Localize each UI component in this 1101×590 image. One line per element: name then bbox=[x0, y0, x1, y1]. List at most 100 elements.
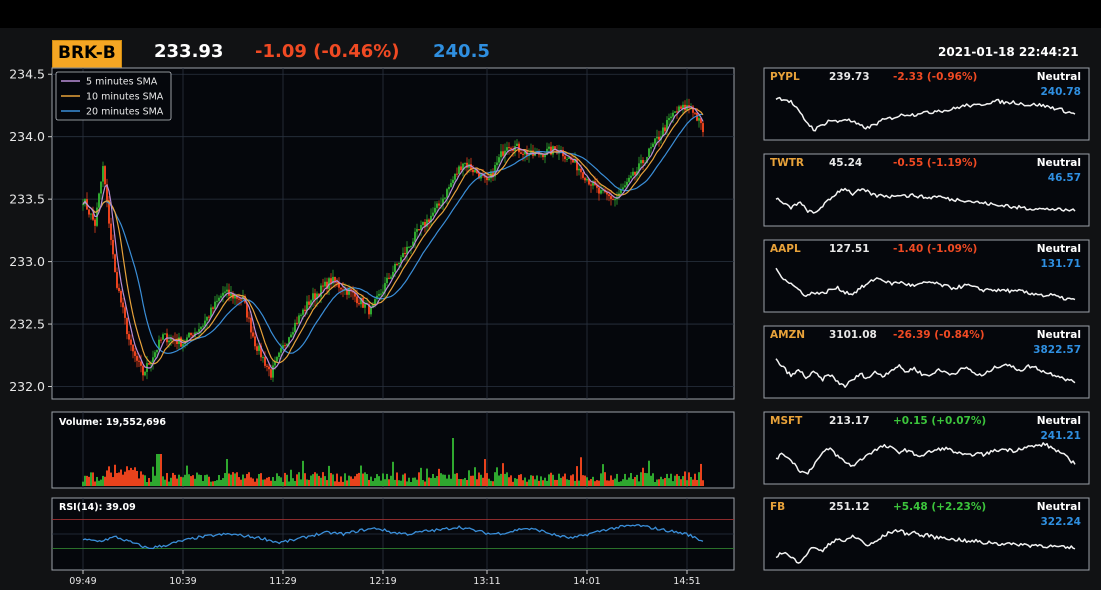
volume-bar bbox=[254, 481, 256, 486]
volume-bar bbox=[114, 464, 116, 486]
watch-sparkline bbox=[775, 96, 1076, 132]
volume-bar bbox=[332, 474, 334, 486]
candle-body bbox=[138, 360, 140, 362]
candle-body bbox=[438, 203, 440, 206]
rsi-line bbox=[82, 524, 704, 550]
time-tick-label: 12:19 bbox=[369, 576, 396, 587]
datetime: 2021-01-18 22:44:21 bbox=[938, 45, 1079, 59]
candle-body bbox=[300, 314, 302, 316]
volume-bar bbox=[158, 454, 160, 486]
candle-body bbox=[404, 253, 406, 255]
volume-bar bbox=[546, 480, 548, 486]
candle-body bbox=[350, 288, 352, 291]
candle-body bbox=[262, 357, 264, 359]
volume-bar bbox=[634, 477, 636, 486]
volume-bar bbox=[454, 473, 456, 486]
volume-bar bbox=[692, 479, 694, 486]
volume-bar bbox=[144, 475, 146, 486]
volume-bar bbox=[674, 475, 676, 486]
candle-body bbox=[328, 278, 330, 289]
volume-bar bbox=[680, 479, 682, 486]
candle-body bbox=[670, 116, 672, 119]
candle-body bbox=[476, 169, 478, 174]
volume-bar bbox=[116, 473, 118, 486]
volume-bar bbox=[218, 475, 220, 486]
volume-bar bbox=[598, 480, 600, 486]
candle-body bbox=[286, 343, 288, 346]
watch-rating: Neutral bbox=[1037, 157, 1081, 169]
volume-bar bbox=[644, 472, 646, 486]
volume-bar bbox=[702, 480, 704, 486]
volume-bar bbox=[334, 481, 336, 486]
time-tick-label: 10:39 bbox=[169, 576, 196, 587]
volume-bar bbox=[386, 473, 388, 486]
candle-body bbox=[220, 295, 222, 298]
volume-bar bbox=[436, 476, 438, 486]
volume-bar bbox=[126, 466, 128, 486]
volume-bar bbox=[584, 475, 586, 486]
volume-bar bbox=[250, 477, 252, 486]
candle-body bbox=[324, 281, 326, 287]
volume-bar bbox=[156, 454, 158, 486]
volume-bar bbox=[212, 481, 214, 486]
volume-bar bbox=[470, 475, 472, 486]
watch-change: +5.48 (+2.23%) bbox=[893, 501, 986, 513]
volume-bar bbox=[672, 481, 674, 486]
watch-price: 45.24 bbox=[829, 157, 862, 169]
candle-body bbox=[386, 277, 388, 284]
volume-bar bbox=[152, 466, 154, 486]
candle-body bbox=[102, 166, 104, 182]
volume-bar bbox=[498, 475, 500, 486]
volume-bar bbox=[630, 473, 632, 486]
volume-bar bbox=[388, 479, 390, 486]
volume-bar bbox=[94, 481, 96, 486]
volume-bar bbox=[548, 474, 550, 486]
candle-body bbox=[284, 345, 286, 347]
candle-body bbox=[398, 263, 400, 265]
volume-bar bbox=[518, 474, 520, 486]
candle-body bbox=[186, 337, 188, 343]
candle-body bbox=[542, 154, 544, 158]
volume-bar bbox=[394, 479, 396, 486]
watch-sparkline bbox=[775, 187, 1076, 214]
volume-bar bbox=[148, 477, 150, 486]
volume-bar bbox=[694, 473, 696, 486]
candle-body bbox=[412, 241, 414, 246]
volume-bar bbox=[402, 474, 404, 486]
candle-body bbox=[638, 163, 640, 172]
candle-body bbox=[700, 118, 702, 124]
candle-body bbox=[288, 337, 290, 344]
candle-body bbox=[132, 344, 134, 352]
candle-body bbox=[298, 315, 300, 324]
volume-bar bbox=[192, 475, 194, 486]
volume-bar bbox=[624, 473, 626, 486]
candle-body bbox=[234, 295, 236, 299]
candle-body bbox=[672, 112, 674, 117]
candle-body bbox=[88, 209, 90, 215]
candle-body bbox=[566, 158, 568, 160]
candle-body bbox=[692, 106, 694, 113]
volume-title: Volume: 19,552,696 bbox=[59, 417, 166, 428]
candle-body bbox=[330, 278, 332, 284]
volume-bar bbox=[390, 475, 392, 486]
volume-bar bbox=[430, 478, 432, 486]
volume-bar bbox=[448, 474, 450, 486]
watch-change: -2.33 (-0.96%) bbox=[893, 71, 977, 83]
candle-body bbox=[434, 207, 436, 213]
volume-bar bbox=[514, 478, 516, 486]
candle-body bbox=[382, 291, 384, 294]
volume-bar bbox=[122, 474, 124, 486]
volume-bar bbox=[290, 469, 292, 486]
candle-body bbox=[572, 159, 574, 163]
candle-body bbox=[106, 184, 108, 201]
candle-body bbox=[256, 346, 258, 351]
candle-body bbox=[696, 112, 698, 121]
watch-card-amzn: AMZN 3101.08 -26.39 (-0.84%) Neutral 3822.57 bbox=[763, 325, 1090, 399]
watch-sparkline bbox=[775, 529, 1076, 564]
candle-body bbox=[142, 365, 144, 376]
volume-bar bbox=[562, 476, 564, 486]
candle-body bbox=[548, 146, 550, 149]
volume-bar bbox=[164, 479, 166, 486]
candle-body bbox=[156, 349, 158, 353]
volume-bar bbox=[300, 479, 302, 486]
